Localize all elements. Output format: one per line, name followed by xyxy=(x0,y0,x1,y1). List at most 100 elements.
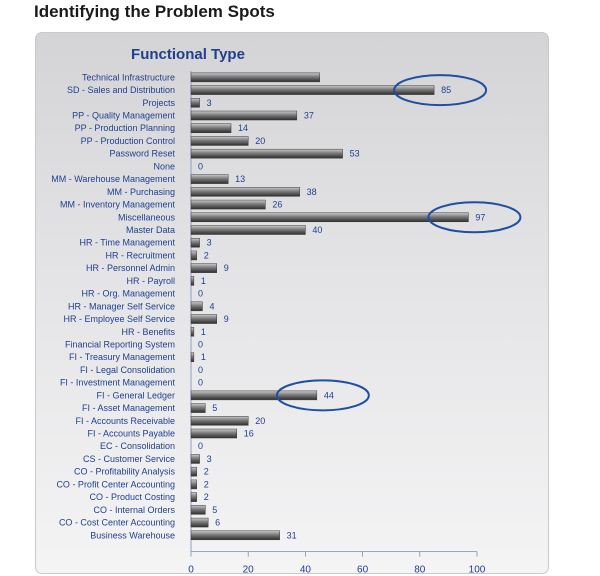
value-label: 14 xyxy=(238,123,248,133)
bar xyxy=(190,148,343,159)
category-label: Business Warehouse xyxy=(90,530,175,540)
bar xyxy=(190,212,469,223)
category-label: HR - Personnel Admin xyxy=(86,263,175,273)
category-label: HR - Benefits xyxy=(121,327,175,337)
bar xyxy=(190,403,206,413)
bar xyxy=(190,199,266,210)
category-label: PP - Production Control xyxy=(81,136,175,146)
bar xyxy=(190,136,249,146)
value-label: 38 xyxy=(307,187,317,197)
value-label: 44 xyxy=(324,390,334,400)
category-label: MM - Purchasing xyxy=(107,187,175,197)
bar xyxy=(190,276,195,286)
bar xyxy=(190,85,435,95)
value-label: 37 xyxy=(304,111,314,121)
x-tick-label: 0 xyxy=(188,565,194,573)
bar-chart: Functional Type Technical Infrastructure… xyxy=(51,46,522,573)
highlight-circle xyxy=(393,74,488,107)
value-label: 97 xyxy=(475,212,485,222)
category-label: None xyxy=(153,161,175,171)
bar xyxy=(190,72,320,83)
bar xyxy=(190,237,200,248)
category-label: HR - Employee Self Service xyxy=(63,314,175,324)
value-label: 1 xyxy=(201,352,206,362)
value-label: 26 xyxy=(272,200,282,210)
value-label: 13 xyxy=(235,174,245,184)
category-label: HR - Org. Management xyxy=(81,289,175,299)
category-label: HR - Time Management xyxy=(79,238,175,248)
category-label: Projects xyxy=(142,98,175,108)
x-tick-label: 40 xyxy=(300,565,312,573)
category-label: FI - Accounts Payable xyxy=(87,429,175,439)
category-label: FI - Accounts Receivable xyxy=(75,416,175,426)
category-label: CO - Product Costing xyxy=(89,492,175,502)
category-label: CO - Cost Center Accounting xyxy=(59,518,175,528)
highlight-circle xyxy=(427,201,522,234)
value-label: 0 xyxy=(198,441,203,451)
value-label: 9 xyxy=(224,314,229,324)
category-label: SD - Sales and Distribution xyxy=(67,85,175,95)
category-label: Password Reset xyxy=(109,149,175,159)
category-label: HR - Manager Self Service xyxy=(68,301,175,311)
bar xyxy=(190,187,300,197)
value-label: 0 xyxy=(198,289,203,299)
bar xyxy=(190,250,197,261)
x-tick-label: 60 xyxy=(357,565,369,573)
bar xyxy=(190,517,209,528)
value-label: 0 xyxy=(198,339,203,349)
category-label: FI - Investment Management xyxy=(60,378,176,388)
category-label: CO - Internal Orders xyxy=(93,505,175,515)
category-label: FI - General Ledger xyxy=(96,390,175,400)
value-label: 31 xyxy=(287,530,297,540)
bar xyxy=(190,505,206,515)
value-label: 2 xyxy=(204,467,209,477)
value-label: 5 xyxy=(212,403,217,413)
bar xyxy=(190,530,280,541)
page-title: Identifying the Problem Spots xyxy=(34,2,275,21)
bar xyxy=(190,225,306,235)
bar xyxy=(190,110,298,121)
category-label: PP - Production Planning xyxy=(75,123,175,133)
value-label: 0 xyxy=(198,378,203,388)
bar xyxy=(190,416,249,426)
value-label: 2 xyxy=(204,479,209,489)
bar xyxy=(190,466,197,477)
value-label: 40 xyxy=(312,225,322,235)
x-tick-label: 100 xyxy=(469,565,486,573)
bar xyxy=(190,174,229,184)
value-label: 3 xyxy=(207,454,212,464)
bar xyxy=(190,123,232,133)
category-label: Master Data xyxy=(126,225,175,235)
x-tick-label: 80 xyxy=(414,565,426,573)
category-label: CO - Profitability Analysis xyxy=(74,467,176,477)
category-label: CS - Customer Service xyxy=(83,454,175,464)
highlight-circle xyxy=(275,379,370,412)
bar xyxy=(190,454,200,464)
value-label: 16 xyxy=(244,429,254,439)
value-label: 85 xyxy=(441,85,451,95)
value-label: 0 xyxy=(198,161,203,171)
bar xyxy=(190,390,318,401)
value-label: 1 xyxy=(201,276,206,286)
plot-area: Technical Infrastructure SD - Sales and D… xyxy=(51,71,522,573)
bar xyxy=(190,263,217,273)
category-label: Miscellaneous xyxy=(118,212,176,222)
category-label: FI - Legal Consolidation xyxy=(80,365,175,375)
value-label: 3 xyxy=(207,98,212,108)
bar xyxy=(190,327,195,337)
category-label: Technical Infrastructure xyxy=(82,72,175,82)
bar xyxy=(190,492,197,502)
category-label: HR - Recruitment xyxy=(105,250,175,260)
category-label: FI - Asset Management xyxy=(82,403,176,413)
category-label: MM - Inventory Management xyxy=(60,200,176,210)
value-label: 6 xyxy=(215,518,220,528)
category-label: HR - Payroll xyxy=(126,276,175,286)
bar xyxy=(190,98,200,108)
category-label: CO - Profit Center Accounting xyxy=(56,479,175,489)
category-label: FI - Treasury Management xyxy=(69,352,176,362)
bar xyxy=(190,352,195,362)
value-label: 2 xyxy=(204,250,209,260)
value-label: 2 xyxy=(204,492,209,502)
value-label: 20 xyxy=(255,136,265,146)
category-label: EC - Consolidation xyxy=(100,441,175,451)
